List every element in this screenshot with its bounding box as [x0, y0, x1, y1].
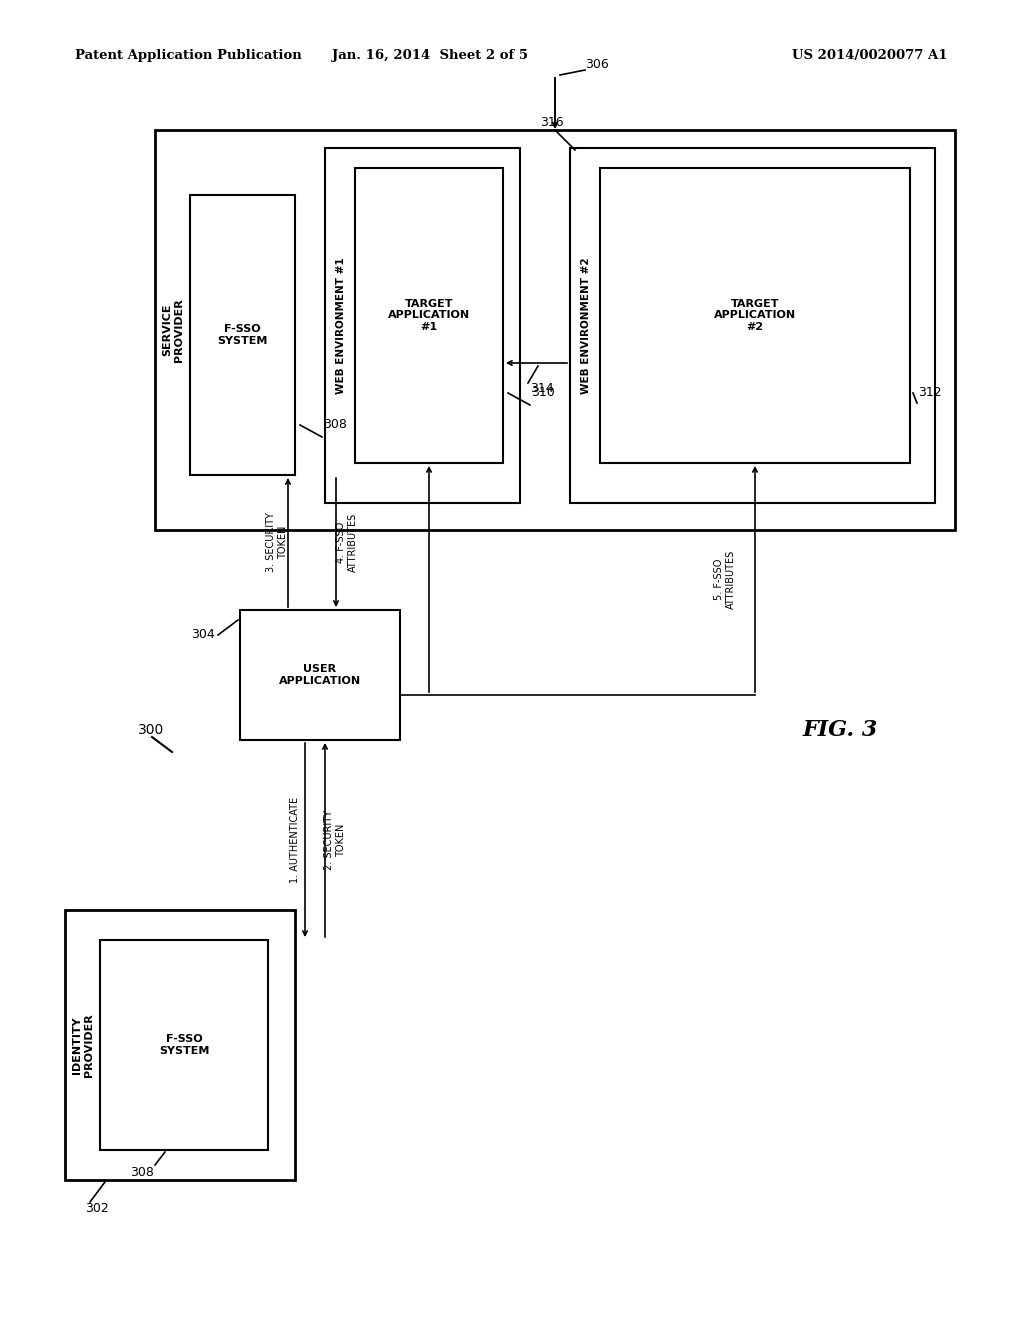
Text: USER
APPLICATION: USER APPLICATION	[279, 664, 361, 686]
Text: 308: 308	[130, 1166, 154, 1179]
Text: TARGET
APPLICATION
#2: TARGET APPLICATION #2	[714, 298, 796, 333]
Text: 312: 312	[918, 387, 942, 400]
Bar	[355, 168, 503, 463]
Text: FIG. 3: FIG. 3	[803, 719, 878, 741]
Bar	[240, 610, 400, 741]
Bar	[325, 148, 520, 503]
Text: 1. AUTHENTICATE: 1. AUTHENTICATE	[290, 797, 300, 883]
Text: Patent Application Publication: Patent Application Publication	[75, 49, 302, 62]
Text: 306: 306	[585, 58, 608, 71]
Text: 314: 314	[530, 381, 554, 395]
Text: 308: 308	[323, 418, 347, 432]
Text: 2. SECURITY
TOKEN: 2. SECURITY TOKEN	[325, 810, 346, 870]
Bar	[190, 195, 295, 475]
Text: US 2014/0020077 A1: US 2014/0020077 A1	[793, 49, 948, 62]
Text: 310: 310	[531, 387, 555, 400]
Bar	[100, 940, 268, 1150]
Text: 5. F-SSO
ATTRIBUTES: 5. F-SSO ATTRIBUTES	[714, 549, 736, 609]
Text: SERVICE
PROVIDER: SERVICE PROVIDER	[162, 298, 183, 362]
Text: 316: 316	[541, 116, 564, 129]
Text: IDENTITY
PROVIDER: IDENTITY PROVIDER	[73, 1014, 94, 1077]
Text: WEB ENVIRONMENT #1: WEB ENVIRONMENT #1	[336, 257, 346, 393]
Bar	[600, 168, 910, 463]
Text: 3. SECURITY
TOKEN: 3. SECURITY TOKEN	[266, 512, 288, 573]
Text: F-SSO
SYSTEM: F-SSO SYSTEM	[159, 1034, 209, 1056]
Text: WEB ENVIRONMENT #2: WEB ENVIRONMENT #2	[581, 257, 591, 393]
Text: 4. F-SSO
ATTRIBUTES: 4. F-SSO ATTRIBUTES	[336, 513, 357, 572]
Bar	[570, 148, 935, 503]
Text: F-SSO
SYSTEM: F-SSO SYSTEM	[217, 325, 267, 346]
Text: 304: 304	[191, 628, 215, 642]
Bar	[155, 129, 955, 531]
Text: Jan. 16, 2014  Sheet 2 of 5: Jan. 16, 2014 Sheet 2 of 5	[332, 49, 528, 62]
Text: TARGET
APPLICATION
#1: TARGET APPLICATION #1	[388, 298, 470, 333]
Text: 302: 302	[85, 1201, 109, 1214]
Text: 300: 300	[138, 723, 164, 737]
Bar	[65, 909, 295, 1180]
